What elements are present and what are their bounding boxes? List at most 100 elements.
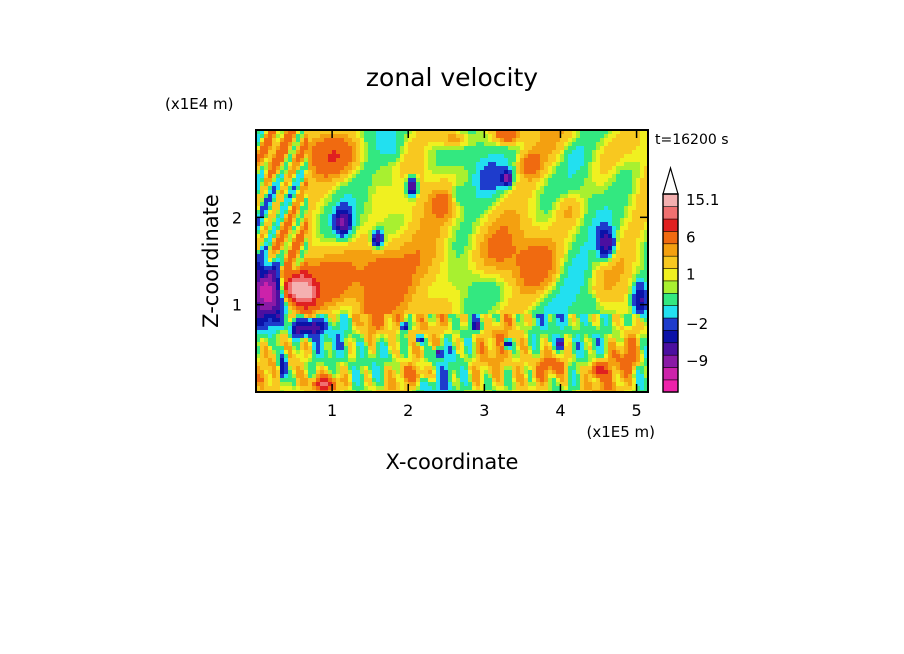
field-cell	[520, 382, 525, 387]
field-cell	[256, 358, 261, 363]
field-cell	[556, 354, 565, 359]
field-cell	[332, 354, 337, 359]
field-cell	[260, 166, 265, 171]
field-cell	[492, 202, 497, 207]
field-cell	[560, 158, 565, 163]
field-cell	[568, 382, 573, 387]
field-cell	[524, 322, 529, 327]
field-cell	[404, 370, 417, 375]
colorbar-frame	[662, 193, 679, 393]
field-cell	[628, 342, 637, 347]
field-cell	[368, 350, 373, 355]
field-cell	[556, 142, 565, 147]
field-cell	[268, 130, 277, 135]
field-cell	[516, 150, 521, 155]
field-cell	[516, 278, 525, 283]
field-cell	[376, 382, 385, 387]
field-cell	[304, 242, 309, 247]
field-cell	[460, 366, 465, 371]
field-cell	[572, 174, 589, 179]
field-cell	[364, 166, 381, 171]
field-cell	[584, 202, 589, 207]
field-cell	[528, 350, 533, 355]
field-cell	[460, 302, 465, 307]
field-cell	[260, 242, 265, 247]
field-cell	[448, 298, 461, 303]
field-cell	[336, 338, 341, 343]
field-cell	[516, 374, 525, 379]
field-cell	[384, 318, 389, 323]
field-cell	[440, 322, 449, 327]
field-cell	[480, 346, 485, 351]
field-cell	[280, 358, 285, 363]
field-cell	[264, 346, 269, 351]
field-cell	[636, 298, 641, 303]
field-cell	[388, 318, 393, 323]
field-cell	[448, 194, 453, 199]
field-cell	[488, 354, 497, 359]
field-cell	[620, 354, 625, 359]
field-cell	[468, 350, 473, 355]
field-cell	[612, 314, 621, 319]
field-cell	[572, 206, 581, 211]
field-cell	[476, 326, 481, 331]
field-cell	[256, 310, 277, 315]
field-cell	[444, 222, 453, 227]
field-cell	[532, 342, 537, 347]
field-cell	[280, 202, 285, 207]
field-cell	[568, 166, 581, 171]
field-cell	[484, 318, 493, 323]
field-cell	[292, 330, 297, 335]
field-cell	[308, 358, 313, 363]
field-cell	[300, 270, 309, 275]
field-cell	[476, 186, 481, 191]
field-cell	[260, 290, 273, 295]
field-cell	[480, 274, 501, 279]
field-cell	[312, 354, 317, 359]
field-cell	[596, 306, 605, 311]
field-cell	[496, 186, 509, 191]
field-cell	[584, 222, 593, 227]
field-cell	[588, 370, 593, 375]
field-cell	[332, 350, 337, 355]
field-cell	[380, 378, 385, 383]
field-cell	[368, 330, 377, 335]
field-cell	[440, 262, 449, 267]
field-cell	[608, 342, 617, 347]
field-cell	[388, 386, 397, 391]
field-cell	[556, 382, 561, 387]
field-cell	[552, 370, 557, 375]
field-cell	[520, 274, 549, 279]
field-cell	[576, 342, 581, 347]
field-cell	[636, 350, 641, 355]
field-cell	[396, 150, 401, 155]
field-cell	[604, 190, 633, 195]
field-cell	[632, 186, 637, 191]
field-cell	[384, 370, 389, 375]
field-cell	[388, 350, 393, 355]
field-cell	[452, 206, 457, 211]
field-cell	[480, 314, 485, 319]
field-cell	[472, 254, 481, 259]
field-cell	[456, 250, 465, 255]
field-cell	[584, 282, 589, 287]
field-cell	[272, 266, 277, 271]
field-cell	[596, 282, 605, 287]
field-cell	[604, 206, 609, 211]
field-cell	[344, 290, 365, 295]
field-cell	[280, 138, 285, 143]
field-cell	[568, 270, 585, 275]
field-cell	[336, 190, 369, 195]
field-cell	[412, 234, 441, 239]
field-cell	[496, 338, 505, 343]
field-cell	[488, 214, 501, 219]
field-cell	[544, 174, 549, 179]
field-cell	[288, 214, 293, 219]
field-cell	[276, 314, 281, 319]
field-cell	[552, 170, 557, 175]
field-cell	[608, 314, 613, 319]
field-cell	[596, 366, 605, 371]
field-cell	[600, 230, 609, 235]
field-cell	[264, 274, 269, 279]
field-cell	[580, 290, 589, 295]
